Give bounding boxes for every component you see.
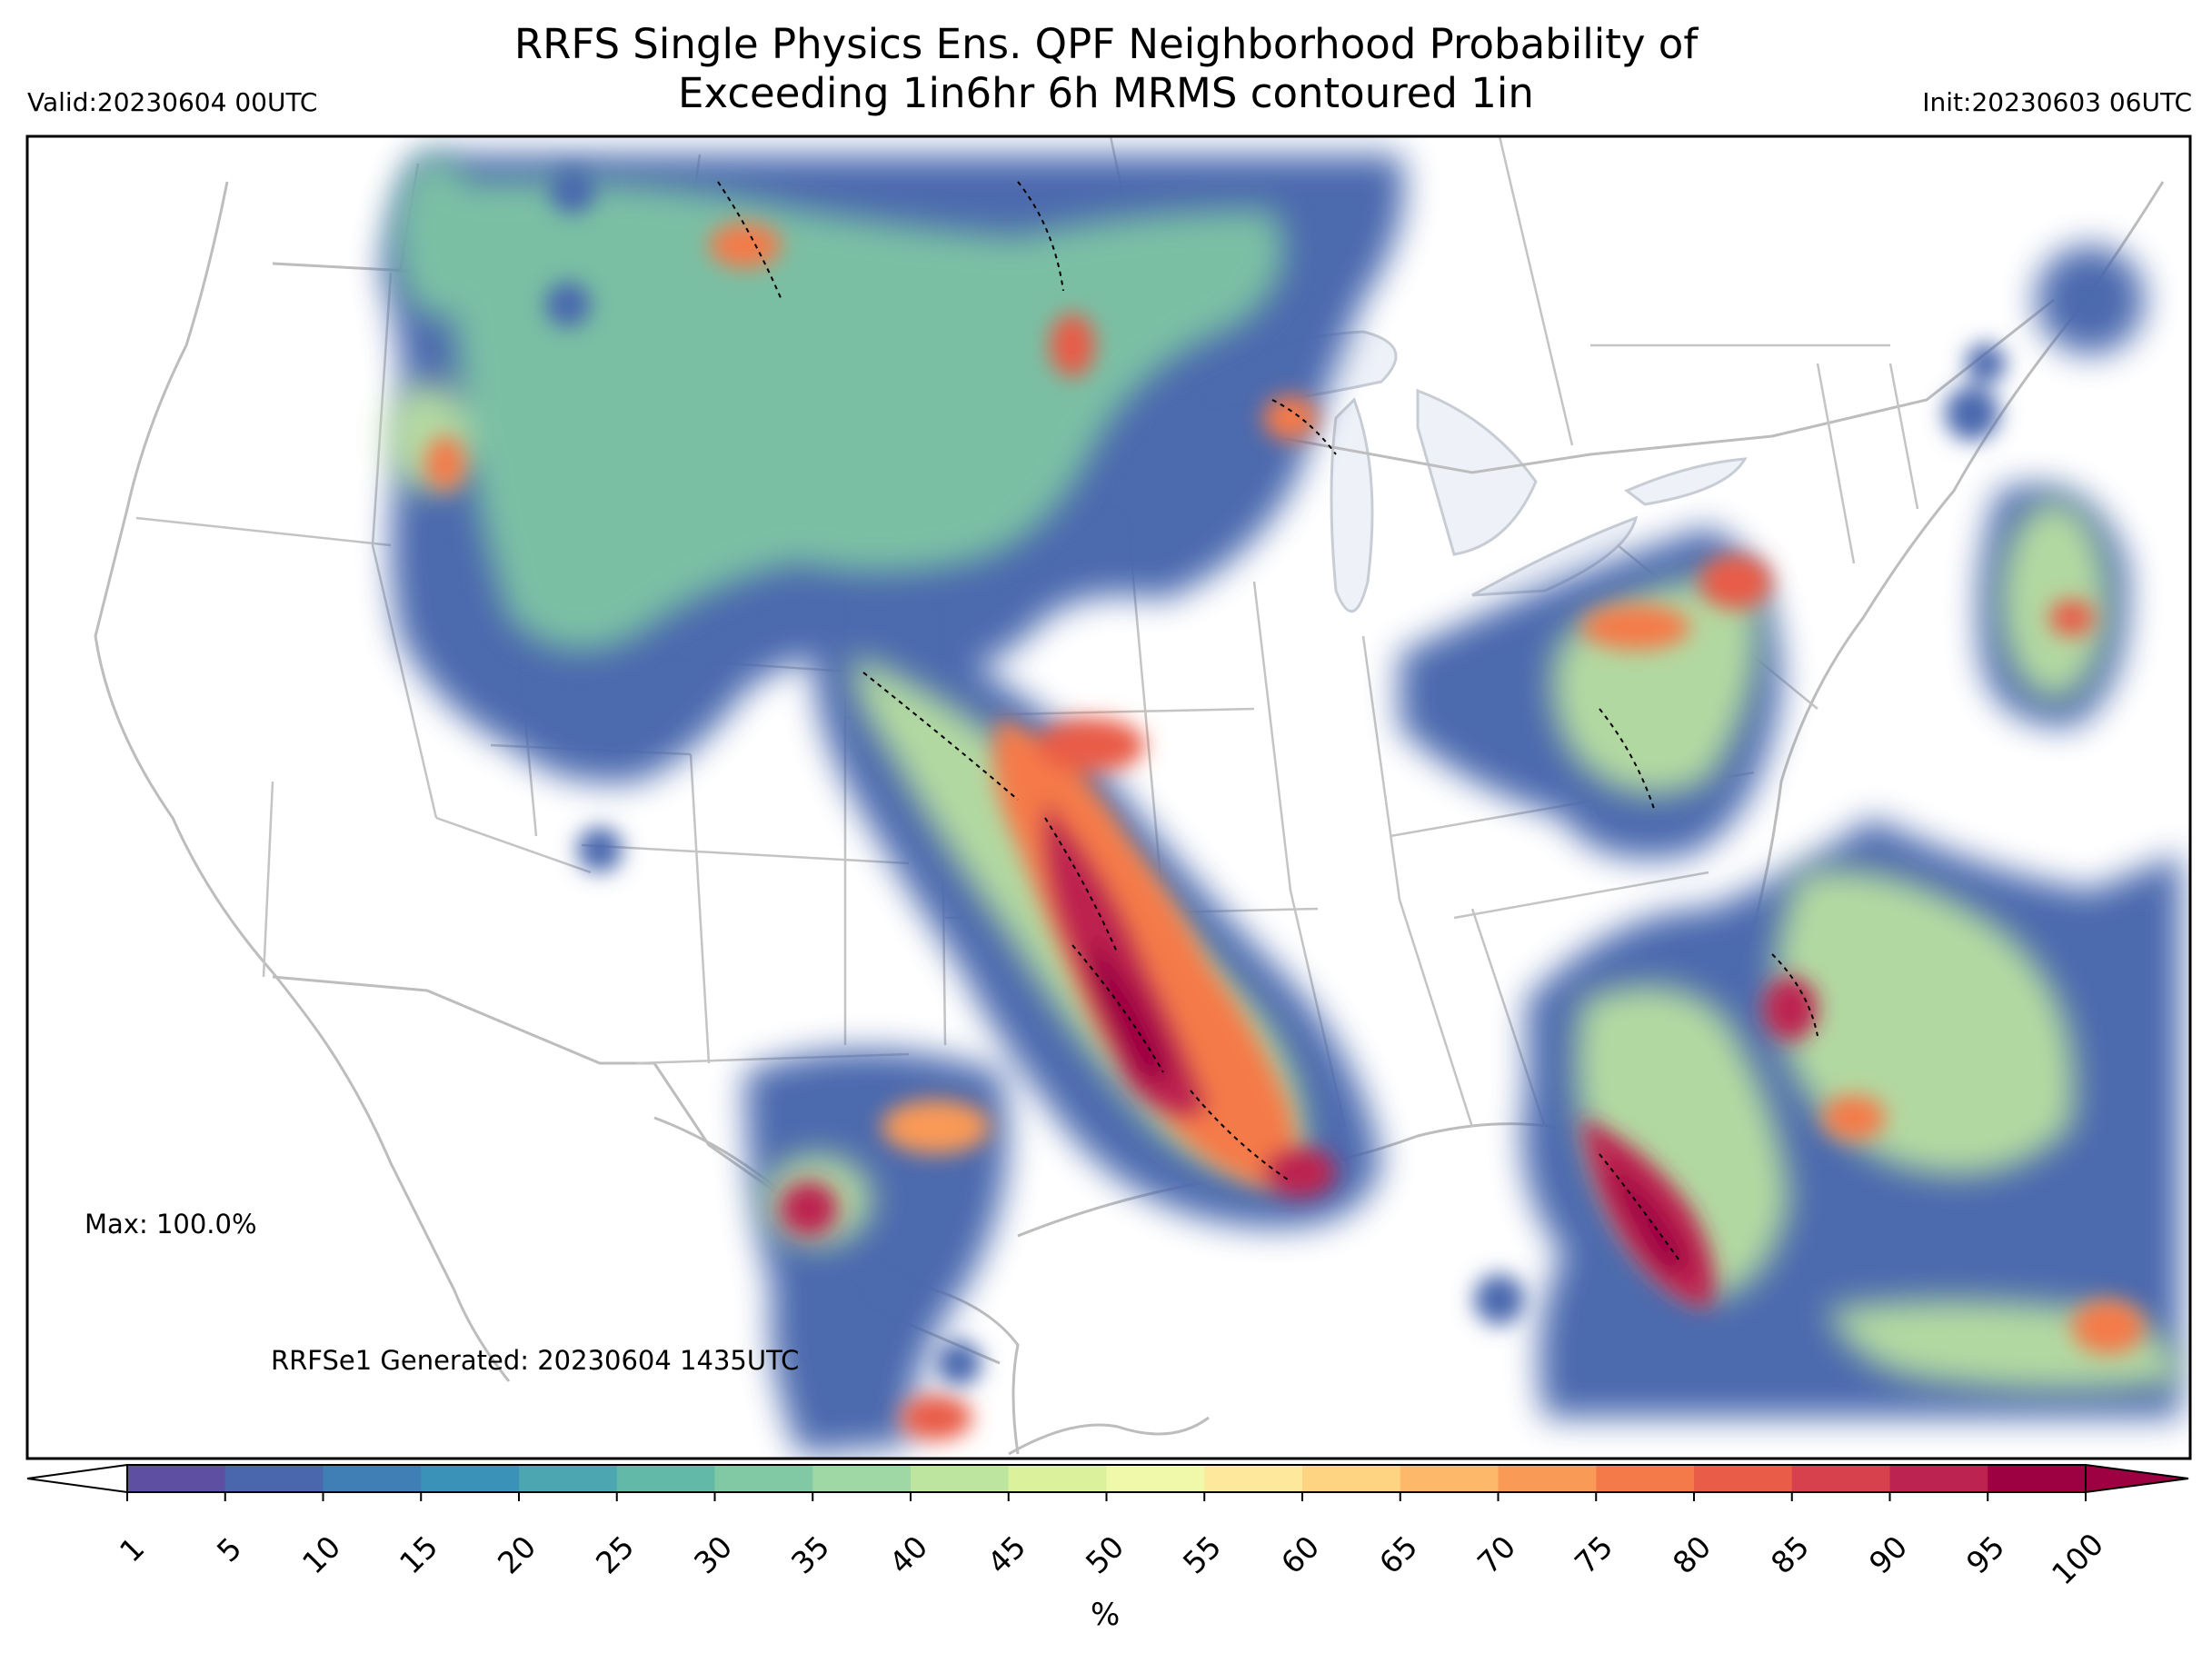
colorbar-min-extension [26,1463,128,1494]
probability-field [382,154,2181,1454]
plot-frame [25,134,2192,1460]
colorbar-segment [1889,1465,1988,1492]
colorbar-segment [812,1465,912,1492]
colorbar-segment [616,1465,715,1492]
colorbar-segment [127,1465,226,1492]
max-value-label: Max: 100.0% [85,1209,257,1240]
title-line-2: Exceeding 1in6hr 6h MRMS contoured 1in [678,69,1534,117]
baja-coast [325,1044,511,1382]
colorbar-max-extension [2085,1463,2189,1494]
lake-ontario [1624,457,1748,506]
colorbar-segment [1694,1465,1793,1492]
colorbar-segment [1106,1465,1205,1492]
init-time-label: Init:20230603 06UTC [1922,87,2192,117]
chart-title: RRFS Single Physics Ens. QPF Neighborhoo… [0,20,2212,118]
colorbar-segment [323,1465,422,1492]
colorbar-segment [1791,1465,1890,1492]
colorbar-segment [1400,1465,1499,1492]
lake-erie [1471,515,1639,597]
colorbar-segment [714,1465,813,1492]
colorbar-segment [519,1465,618,1492]
colorbar-segment [1596,1465,1695,1492]
colorbar-segment [1204,1465,1303,1492]
colorbar-segment [911,1465,1010,1492]
colorbar-segment [224,1465,324,1492]
title-line-1: RRFS Single Physics Ens. QPF Neighborhoo… [513,20,1699,68]
colorbar-segment [1302,1465,1401,1492]
lake-michigan [1330,397,1374,612]
generated-label: RRFSe1 Generated: 20230604 1435UTC [271,1345,800,1376]
mexico-coast [1008,1416,1210,1456]
colorbar-segment [1988,1465,2087,1492]
colorbar-unit-label: % [1091,1597,1121,1633]
maine-blob [2036,245,2145,354]
valid-time-label: Valid:20230604 00UTC [27,87,318,117]
colorbar-segment [421,1465,520,1492]
west-coast [94,181,329,1046]
colorbar-segment [1498,1465,1597,1492]
colorbar [26,1463,2189,1501]
colorbar-segment [1008,1465,1107,1492]
mrms-1in-contours [717,181,1818,1264]
